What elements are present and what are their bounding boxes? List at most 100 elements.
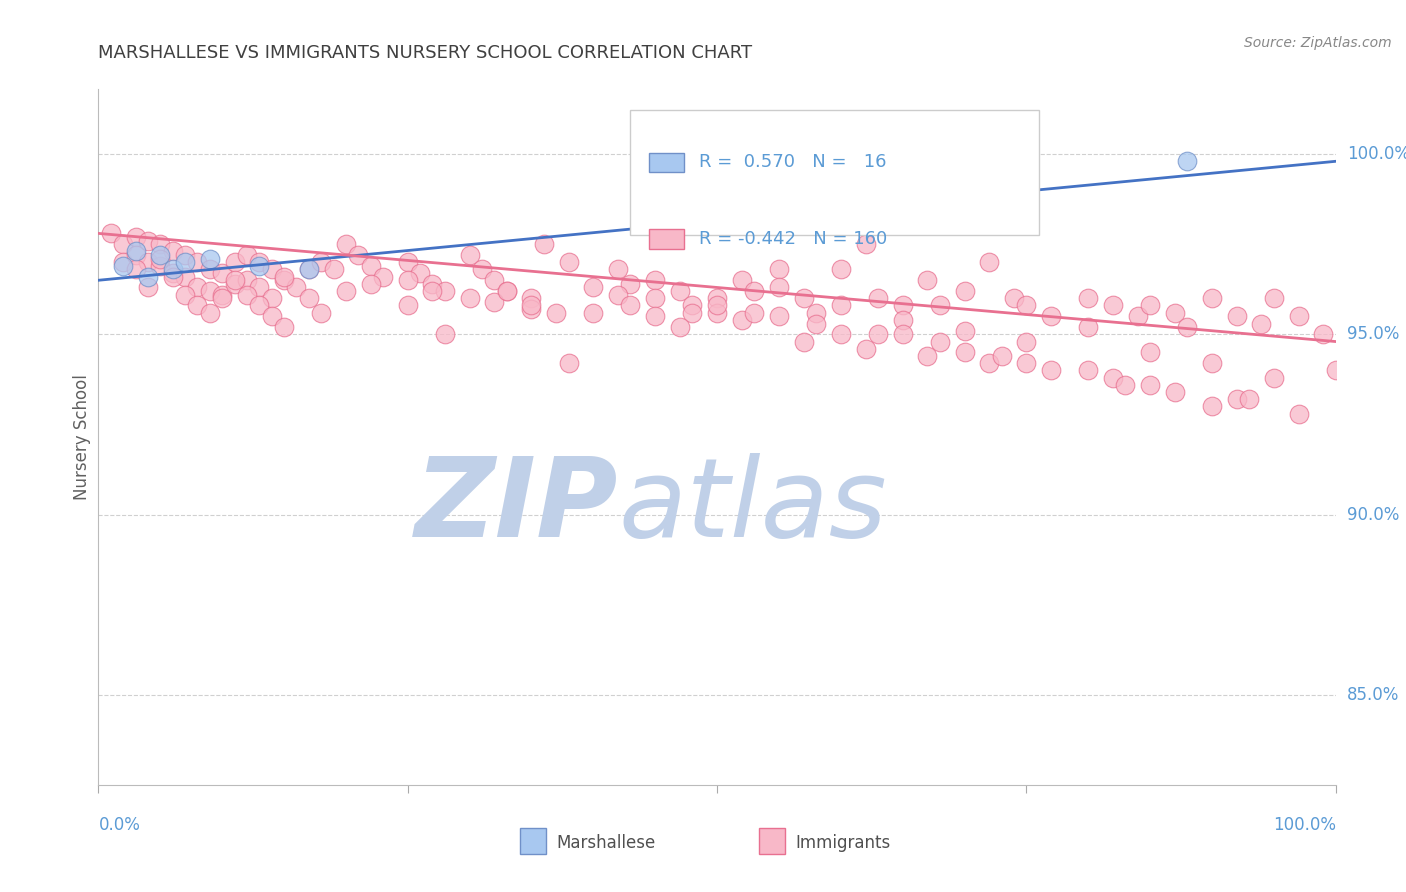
Point: [211, 287, 233, 301]
Point: [557, 356, 579, 370]
Point: [198, 252, 221, 266]
Point: [347, 248, 370, 262]
Bar: [650, 153, 683, 172]
Point: [953, 345, 976, 359]
Point: [396, 255, 419, 269]
Point: [149, 248, 172, 262]
Point: [742, 284, 765, 298]
Point: [607, 287, 630, 301]
Point: [582, 306, 605, 320]
Point: [706, 291, 728, 305]
Point: [1175, 154, 1198, 169]
Point: [260, 291, 283, 305]
Point: [335, 284, 357, 298]
Point: [917, 349, 939, 363]
Point: [149, 259, 172, 273]
Point: [557, 255, 579, 269]
Point: [360, 277, 382, 291]
Point: [211, 291, 233, 305]
Point: [520, 302, 543, 317]
Point: [100, 227, 122, 241]
Text: atlas: atlas: [619, 453, 887, 560]
Point: [136, 280, 159, 294]
Point: [644, 291, 666, 305]
Point: [260, 262, 283, 277]
Point: [768, 310, 790, 324]
Point: [731, 273, 754, 287]
Point: [162, 262, 184, 277]
Point: [124, 230, 146, 244]
Point: [619, 298, 641, 312]
Point: [174, 248, 197, 262]
Point: [273, 269, 295, 284]
Point: [1139, 377, 1161, 392]
Point: [495, 284, 517, 298]
Point: [1288, 310, 1310, 324]
Point: [891, 327, 914, 342]
Point: [236, 273, 259, 287]
Point: [669, 284, 692, 298]
Point: [186, 298, 208, 312]
Point: [247, 255, 270, 269]
Bar: [630, 110, 1039, 235]
Point: [1175, 320, 1198, 334]
Point: [1226, 392, 1249, 407]
Point: [644, 310, 666, 324]
Point: [260, 310, 283, 324]
Point: [644, 273, 666, 287]
Point: [174, 255, 197, 269]
Point: [520, 291, 543, 305]
Point: [186, 280, 208, 294]
Point: [669, 320, 692, 334]
Point: [979, 356, 1001, 370]
Point: [804, 306, 827, 320]
Point: [396, 298, 419, 312]
Point: [830, 262, 852, 277]
Point: [768, 262, 790, 277]
Text: 95.0%: 95.0%: [1347, 326, 1399, 343]
Point: [546, 306, 568, 320]
Point: [371, 269, 394, 284]
Point: [866, 291, 889, 305]
Point: [298, 262, 321, 277]
Point: [335, 237, 357, 252]
Point: [198, 262, 221, 277]
Text: 0.0%: 0.0%: [98, 816, 141, 834]
Point: [1102, 298, 1125, 312]
Point: [136, 234, 159, 248]
Point: [224, 277, 246, 291]
Point: [247, 298, 270, 312]
Point: [1040, 363, 1063, 377]
Point: [174, 287, 197, 301]
Point: [224, 273, 246, 287]
Point: [1201, 356, 1223, 370]
Point: [422, 277, 444, 291]
Point: [830, 147, 852, 161]
Point: [285, 280, 308, 294]
Point: [1201, 400, 1223, 414]
Point: [273, 273, 295, 287]
Point: [484, 273, 506, 287]
Point: [1139, 345, 1161, 359]
Text: 100.0%: 100.0%: [1347, 145, 1406, 163]
Point: [458, 248, 481, 262]
Point: [1263, 370, 1285, 384]
Point: [298, 262, 321, 277]
Point: [422, 284, 444, 298]
Text: R =  0.570   N =   16: R = 0.570 N = 16: [699, 153, 886, 171]
Point: [1250, 317, 1272, 331]
Text: R = -0.442   N = 160: R = -0.442 N = 160: [699, 230, 887, 248]
Point: [112, 259, 135, 273]
Text: 100.0%: 100.0%: [1272, 816, 1336, 834]
Point: [928, 334, 950, 349]
Point: [768, 280, 790, 294]
Point: [1164, 384, 1187, 399]
Point: [236, 248, 259, 262]
Point: [136, 269, 159, 284]
Point: [1312, 327, 1334, 342]
Point: [830, 327, 852, 342]
Point: [830, 298, 852, 312]
Point: [891, 298, 914, 312]
Point: [1040, 310, 1063, 324]
Point: [1015, 356, 1038, 370]
